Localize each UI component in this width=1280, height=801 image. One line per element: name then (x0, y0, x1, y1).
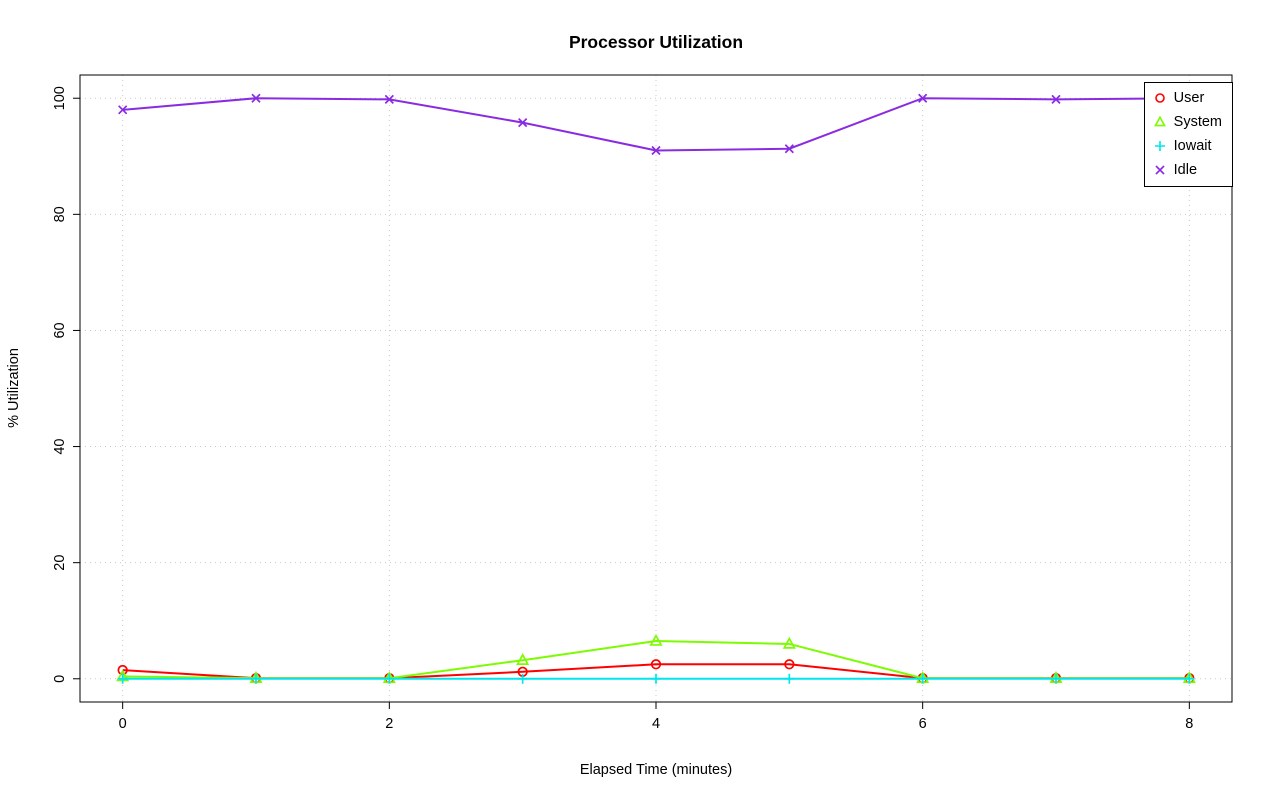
svg-text:0: 0 (119, 716, 127, 732)
svg-text:6: 6 (919, 716, 927, 732)
user-marker-icon (1154, 93, 1165, 103)
legend-label-idle: Idle (1173, 161, 1198, 178)
svg-text:2: 2 (385, 716, 393, 732)
iowait-marker-icon (1154, 141, 1165, 151)
idle-marker-icon (1155, 165, 1165, 175)
chart-title: Processor Utilization (568, 32, 744, 52)
legend-item-idle: Idle (1153, 160, 1222, 180)
svg-text:20: 20 (52, 555, 68, 571)
system-marker-icon (1153, 115, 1166, 127)
legend-label-system: System (1173, 113, 1222, 130)
legend-item-iowait: Iowait (1153, 136, 1222, 156)
legend: User System Iowait Idle (1143, 82, 1233, 187)
legend-label-user: User (1173, 89, 1205, 106)
svg-text:4: 4 (652, 716, 660, 732)
svg-text:0: 0 (52, 675, 68, 683)
svg-text:8: 8 (1185, 716, 1193, 732)
legend-label-iowait: Iowait (1173, 137, 1212, 154)
svg-text:60: 60 (52, 322, 68, 338)
legend-item-user: User (1153, 88, 1222, 108)
svg-text:80: 80 (52, 206, 68, 222)
svg-text:40: 40 (52, 438, 68, 454)
legend-item-system: System (1153, 112, 1222, 132)
x-axis-label: Elapsed Time (minutes) (579, 762, 733, 778)
svg-text:100: 100 (52, 86, 68, 110)
